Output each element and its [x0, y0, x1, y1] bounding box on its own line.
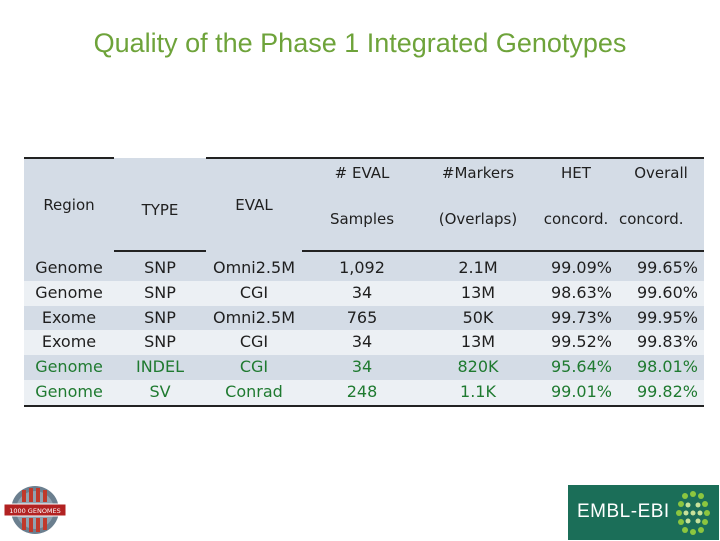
cell-samples: 248 [302, 380, 422, 406]
cell-overall: 99.83% [618, 330, 704, 355]
header-het-top: HET [534, 158, 618, 187]
cell-eval: CGI [206, 281, 302, 306]
cell-het: 99.73% [534, 306, 618, 331]
cell-markers: 13M [422, 330, 534, 355]
cell-samples: 1,092 [302, 251, 422, 281]
table-row: Genome INDEL CGI 34 820K 95.64% 98.01% [24, 355, 704, 380]
cell-region: Genome [24, 355, 114, 380]
cell-samples: 34 [302, 355, 422, 380]
cell-eval: Omni2.5M [206, 251, 302, 281]
cell-region: Genome [24, 281, 114, 306]
table-row: Genome SNP Omni2.5M 1,092 2.1M 99.09% 99… [24, 251, 704, 281]
header-n-eval-bottom: Samples [302, 187, 422, 251]
cell-het: 99.09% [534, 251, 618, 281]
header-het-bottom: concord. [534, 187, 618, 251]
cell-type: SNP [114, 306, 206, 331]
cell-overall: 99.60% [618, 281, 704, 306]
header-eval: EVAL [206, 158, 302, 251]
header-n-eval-top: # EVAL [302, 158, 422, 187]
header-markers-bottom: (Overlaps) [422, 187, 534, 251]
cell-region: Genome [24, 380, 114, 406]
cell-type: SNP [114, 281, 206, 306]
cell-type: SNP [114, 251, 206, 281]
cell-het: 99.52% [534, 330, 618, 355]
header-type: TYPE [114, 187, 206, 251]
cell-overall: 99.95% [618, 306, 704, 331]
embl-ebi-logo: EMBL-EBI [568, 485, 719, 540]
table-row: Genome SV Conrad 248 1.1K 99.01% 99.82% [24, 380, 704, 406]
header-region: Region [24, 158, 114, 251]
cell-region: Exome [24, 306, 114, 331]
embl-ebi-logo-text: EMBL-EBI [577, 501, 670, 523]
cell-het: 98.63% [534, 281, 618, 306]
embl-ebi-hex-icon [671, 488, 717, 538]
svg-text:1000 GENOMES: 1000 GENOMES [9, 507, 61, 515]
cell-eval: CGI [206, 330, 302, 355]
table-row: Exome SNP CGI 34 13M 99.52% 99.83% [24, 330, 704, 355]
cell-markers: 13M [422, 281, 534, 306]
cell-markers: 2.1M [422, 251, 534, 281]
cell-eval: CGI [206, 355, 302, 380]
cell-markers: 50K [422, 306, 534, 331]
cell-markers: 1.1K [422, 380, 534, 406]
table-row: Exome SNP Omni2.5M 765 50K 99.73% 99.95% [24, 306, 704, 331]
genotype-quality-table: Region EVAL # EVAL #Markers HET Overall … [24, 157, 704, 407]
cell-samples: 765 [302, 306, 422, 331]
cell-het: 99.01% [534, 380, 618, 406]
1000-genomes-logo: 1000 GENOMES [2, 484, 68, 536]
cell-overall: 99.82% [618, 380, 704, 406]
slide-title: Quality of the Phase 1 Integrated Genoty… [0, 28, 720, 59]
table-row: Genome SNP CGI 34 13M 98.63% 99.60% [24, 281, 704, 306]
cell-type: INDEL [114, 355, 206, 380]
cell-het: 95.64% [534, 355, 618, 380]
header-overall-bottom: concord. [618, 187, 704, 251]
cell-type: SV [114, 380, 206, 406]
cell-samples: 34 [302, 281, 422, 306]
header-overall-top: Overall [618, 158, 704, 187]
cell-overall: 99.65% [618, 251, 704, 281]
header-markers-top: #Markers [422, 158, 534, 187]
cell-markers: 820K [422, 355, 534, 380]
cell-overall: 98.01% [618, 355, 704, 380]
cell-samples: 34 [302, 330, 422, 355]
header-type-spacer [114, 158, 206, 187]
cell-eval: Conrad [206, 380, 302, 406]
cell-type: SNP [114, 330, 206, 355]
cell-region: Genome [24, 251, 114, 281]
cell-eval: Omni2.5M [206, 306, 302, 331]
cell-region: Exome [24, 330, 114, 355]
